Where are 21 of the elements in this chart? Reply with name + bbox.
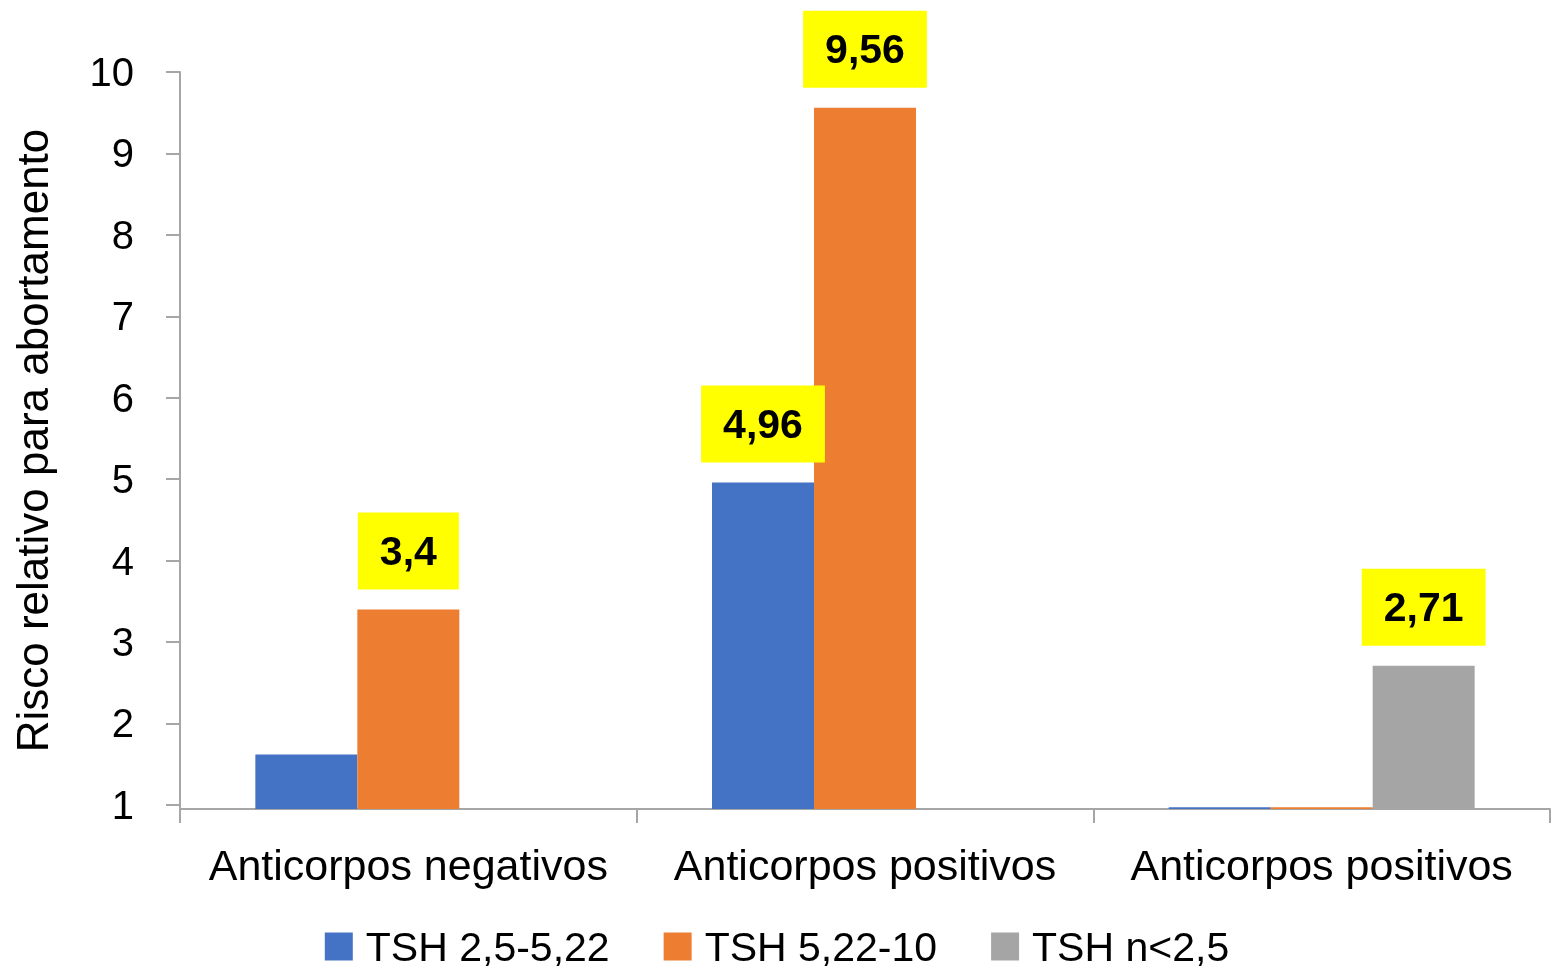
y-tick-label: 5: [111, 457, 134, 502]
data-label: 3,4: [379, 527, 438, 574]
data-label: 4,96: [723, 400, 803, 447]
y-tick-label: 10: [89, 50, 134, 94]
y-tick-label: 9: [111, 131, 134, 176]
y-tick-label: 6: [111, 375, 134, 420]
legend-label: TSH 2,5-5,22: [365, 923, 610, 970]
x-tick-label: Anticorpos negativos: [208, 840, 608, 889]
y-tick-label: 8: [111, 212, 134, 257]
legend-label: TSH n<2,5: [1032, 923, 1230, 970]
y-tick-label: 2: [111, 701, 134, 746]
legend-label: TSH 5,22-10: [704, 923, 938, 970]
y-tick-label: 4: [111, 538, 134, 583]
y-axis-title: Risco relativo para abortamento: [7, 128, 57, 753]
data-label: 2,71: [1383, 584, 1464, 631]
data-label: 9,56: [825, 26, 905, 73]
y-tick-label: 1: [111, 782, 134, 827]
y-tick-label: 7: [111, 294, 134, 339]
y-tick-label: 3: [111, 620, 134, 665]
x-tick-label: Anticorpos positivos: [673, 840, 1057, 889]
x-tick-label: Anticorpos positivos: [1130, 840, 1513, 889]
